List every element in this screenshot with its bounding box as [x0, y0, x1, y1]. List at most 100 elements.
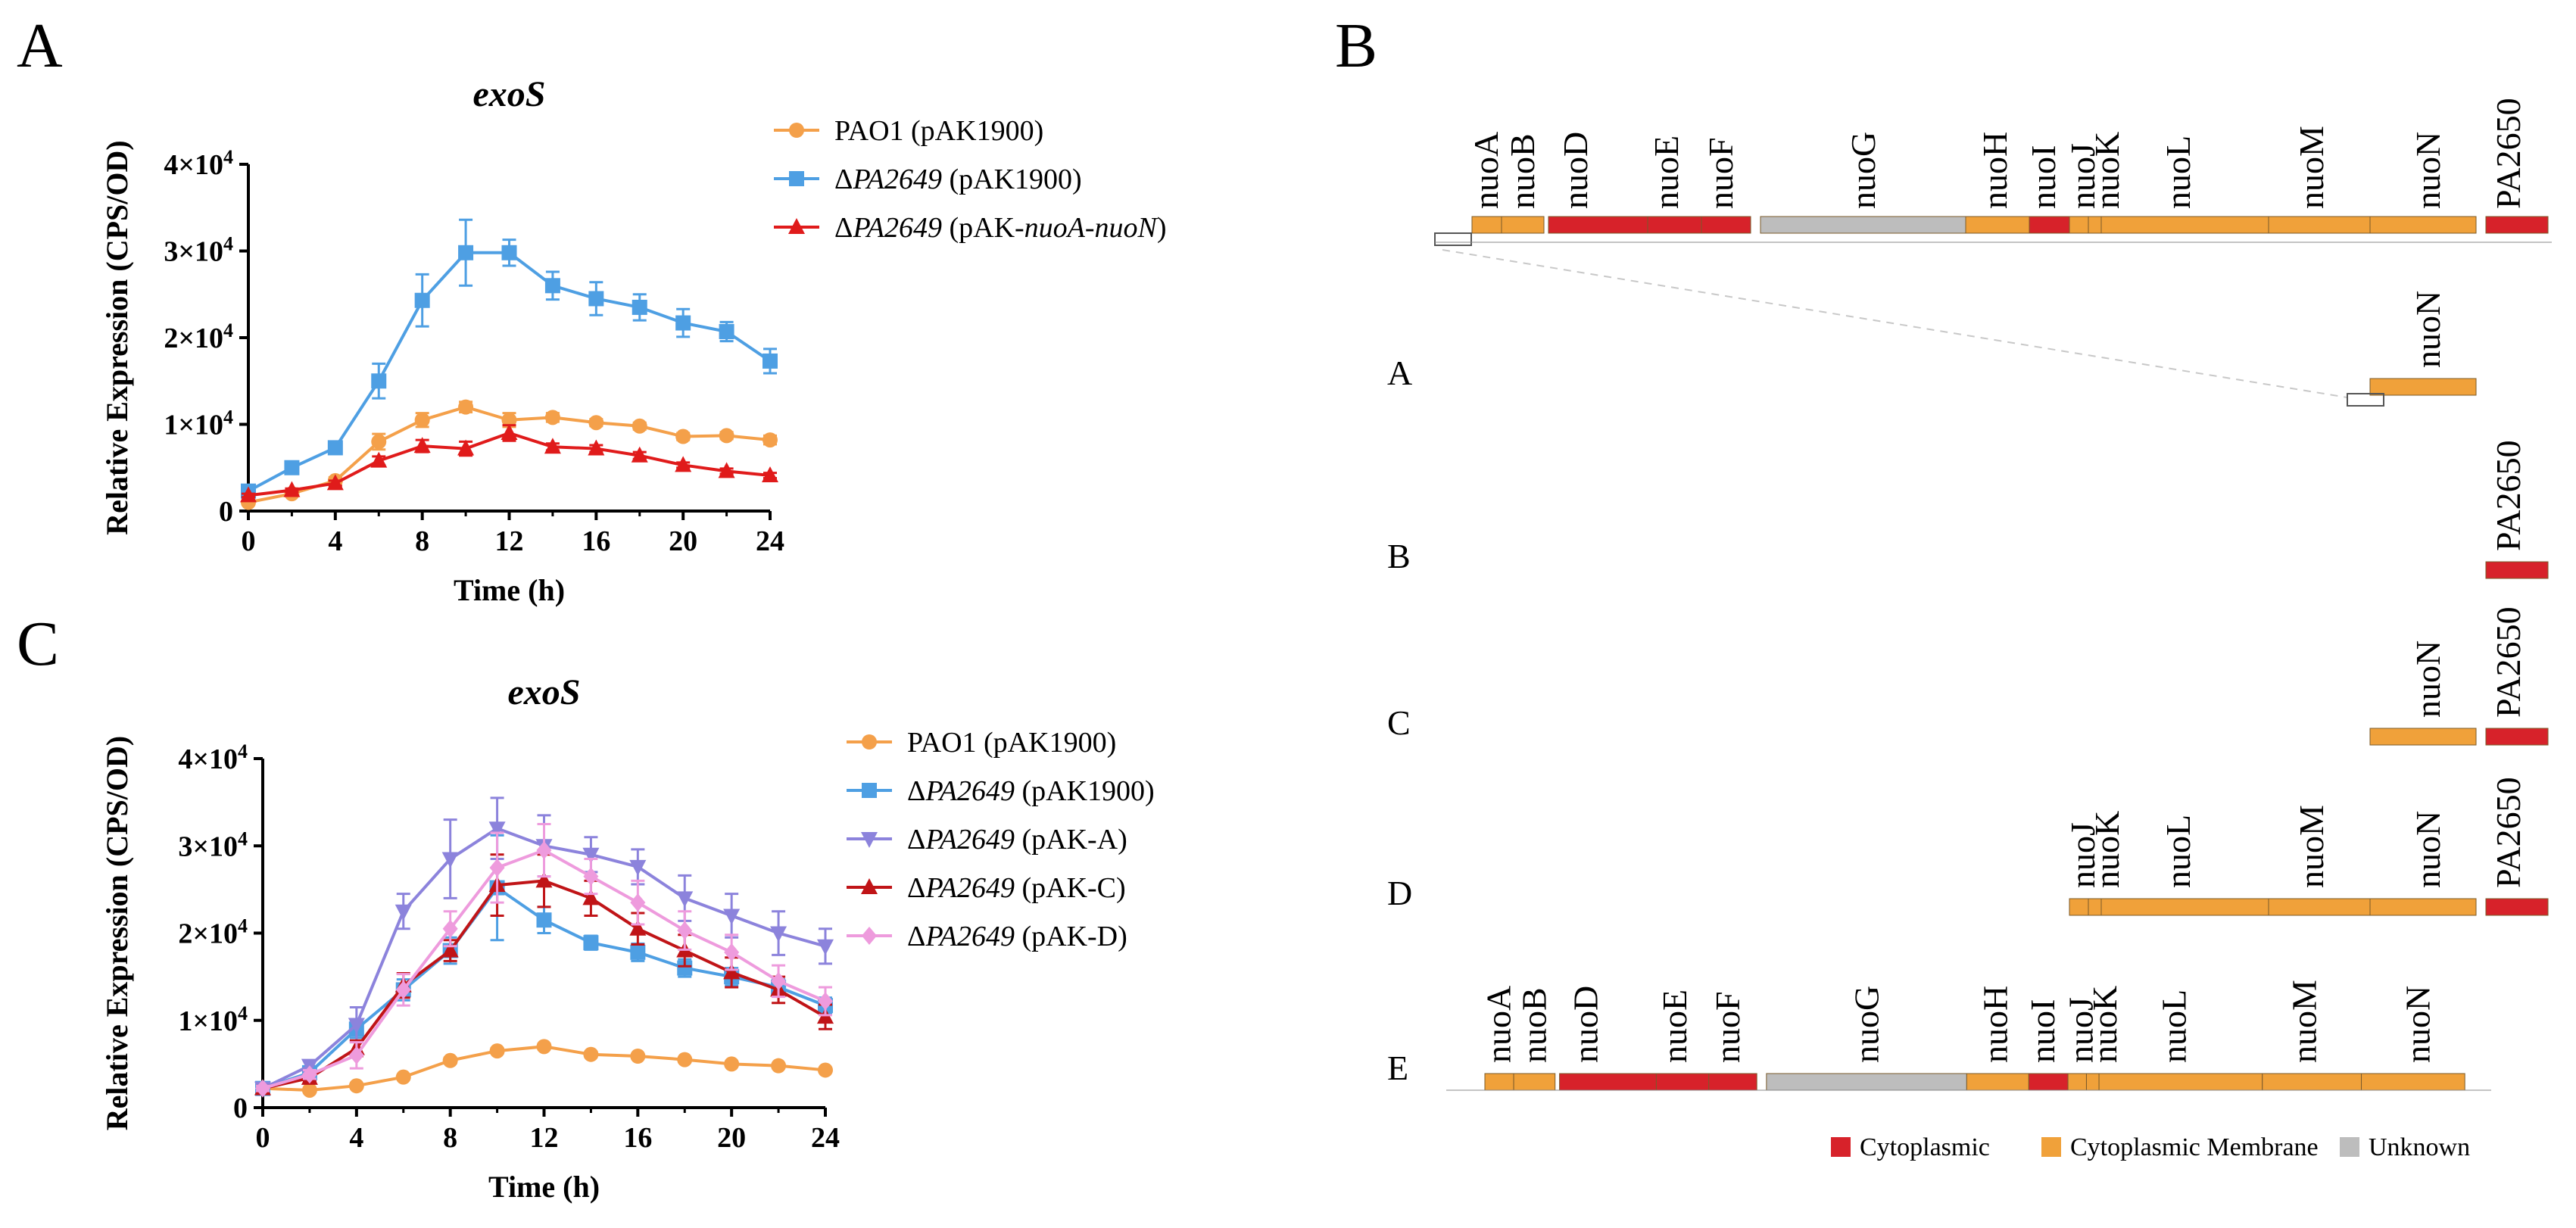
gene-block-nuoM [2262, 1073, 2362, 1091]
y-tick-label: 1×104 [164, 406, 233, 441]
operon-row-C: nuoN PA2650 [2369, 606, 2549, 746]
gene-label-nuoJ: nuoJ [2063, 822, 2102, 888]
legend-marker [861, 832, 878, 848]
gene-block-nuoK [2088, 898, 2102, 916]
legend-entry: ΔPA2649 (pAK1900) [907, 775, 1155, 807]
data-point [770, 926, 787, 943]
gene-block-nuoG [1760, 216, 1966, 234]
gene-label-PA2650: PA2650 [2489, 440, 2528, 551]
y-axis-label: Relative Expression (CPS/OD) [100, 736, 134, 1130]
panel-letter-b: B [1335, 11, 1377, 81]
gene-label-nuoM: nuoM [2292, 126, 2331, 209]
gene-block-nuoJ [2069, 216, 2089, 234]
data-point [536, 841, 552, 860]
legend-entry: ΔPA2649 (pAK-C) [907, 872, 1126, 904]
gene-label-nuoM: nuoM [2284, 980, 2323, 1063]
gene-block-nuoN [2369, 728, 2477, 746]
row-label-B: B [1387, 537, 1411, 575]
gene-block-nuoE [1655, 1073, 1710, 1091]
data-point [283, 481, 301, 497]
gene-block-nuoI [2029, 216, 2070, 234]
gene-block-nuoD [1548, 216, 1648, 234]
upstream-box [1434, 232, 1472, 246]
gene-label-nuoN: nuoN [2399, 986, 2437, 1063]
legend-entry: ΔPA2649 (pAK-nuoA-nuoN) [834, 212, 1167, 244]
data-point [582, 889, 600, 905]
data-point [240, 486, 257, 503]
data-point [544, 438, 561, 454]
gene-label-nuoN: nuoN [2409, 640, 2447, 718]
y-tick-label: 2×104 [178, 915, 248, 950]
gene-label-nuoI: nuoI [2023, 999, 2062, 1063]
data-point [677, 1052, 693, 1067]
data-point [818, 1062, 833, 1078]
gene-label-nuoM: nuoM [2292, 805, 2331, 888]
gene-block-nuoF [1701, 216, 1751, 234]
gene-label-nuoA: nuoA [1480, 986, 1518, 1063]
row-label-E: E [1387, 1049, 1408, 1087]
gene-block-PA2650 [2485, 728, 2549, 746]
data-point [536, 912, 552, 928]
y-tick-label: 0 [219, 496, 233, 528]
data-point [588, 415, 604, 431]
row-label-A: A [1387, 354, 1412, 392]
gene-label-nuoJ: nuoJ [2063, 143, 2102, 209]
gene-block-nuoA [1484, 1073, 1514, 1091]
data-point [675, 429, 691, 444]
x-tick-label: 16 [582, 525, 610, 557]
panel-letter-c: C [17, 609, 59, 679]
data-point [632, 418, 647, 434]
y-tick-label: 2×104 [164, 319, 233, 355]
x-tick-label: 8 [443, 1122, 457, 1154]
data-point [371, 373, 387, 389]
gene-label-nuoL: nuoL [2155, 990, 2194, 1063]
data-point [371, 434, 387, 450]
gene-label-nuoN: nuoN [2409, 811, 2447, 888]
legend-swatch [2041, 1137, 2061, 1157]
gene-label-nuoD: nuoD [1567, 986, 1605, 1063]
legend-marker [862, 734, 877, 750]
data-point [676, 891, 694, 908]
legend-marker [788, 218, 805, 234]
data-point [583, 1046, 599, 1062]
gene-label-nuoA: nuoA [1467, 132, 1505, 209]
y-tick-label: 4×104 [164, 146, 233, 182]
y-tick-label: 4×104 [178, 740, 248, 776]
data-point [348, 1046, 364, 1064]
y-tick-label: 3×104 [178, 827, 248, 863]
data-point [719, 428, 734, 444]
data-point [588, 439, 605, 456]
data-point [458, 399, 474, 415]
gene-block-PA2650 [2485, 216, 2549, 234]
data-point [301, 1065, 317, 1084]
gene-block-nuoF [1708, 1073, 1757, 1091]
gene-label-nuoK: nuoK [2088, 132, 2126, 209]
x-tick-label: 4 [328, 525, 342, 557]
legend-marker [789, 123, 804, 138]
dashed-arrow [1442, 249, 2348, 398]
gene-label-nuoD: nuoD [1556, 132, 1595, 209]
gene-label-nuoI: nuoI [2024, 145, 2063, 209]
gene-block-nuoN [2369, 216, 2477, 234]
gene-label-nuoN: nuoN [2409, 291, 2447, 368]
legend-marker [862, 927, 877, 945]
chart-panel-c: exoS 0 4 8 12 16 20 24 0 1×104 2×104 3×104 4×104 Time… [100, 672, 1155, 1204]
x-axis-label: Time (h) [454, 573, 565, 607]
gene-block-nuoH [1965, 216, 2030, 234]
gene-block-nuoM [2268, 898, 2371, 916]
y-tick-label: 0 [233, 1092, 248, 1124]
data-point [677, 960, 693, 976]
data-point [301, 1082, 317, 1098]
legend-marker [862, 783, 877, 798]
data-point [631, 446, 648, 463]
x-tick-label: 20 [717, 1122, 746, 1154]
legend-entry: ΔPA2649 (pAK-D) [907, 921, 1127, 952]
gene-block-nuoN [2369, 898, 2477, 916]
x-tick-label: 0 [256, 1122, 270, 1154]
y-tick-label: 3×104 [164, 232, 233, 268]
data-point [441, 941, 459, 958]
data-point [818, 992, 833, 1011]
data-point [583, 867, 599, 886]
series-1 [241, 218, 778, 499]
